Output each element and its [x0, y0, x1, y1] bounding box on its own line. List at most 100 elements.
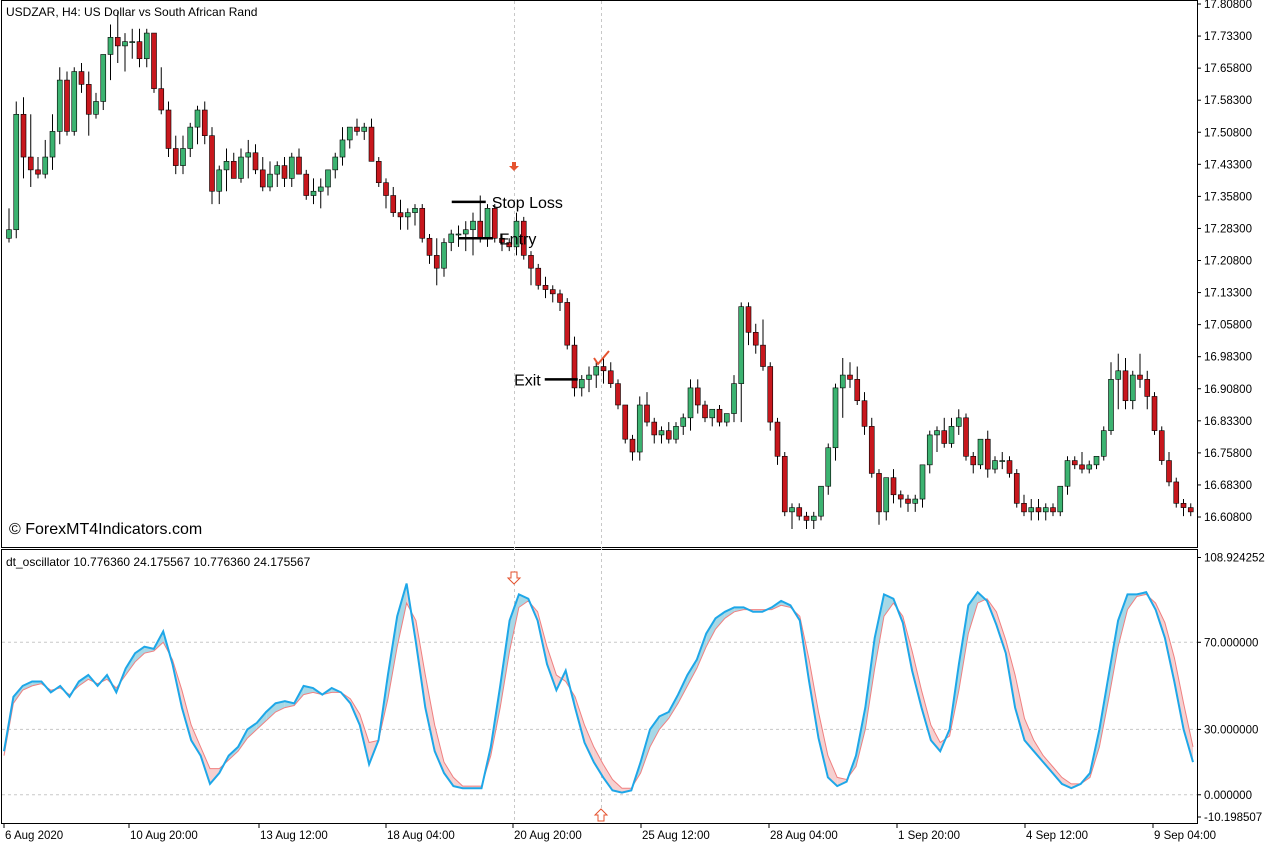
candle: [607, 362, 614, 388]
oscillator-fill-segment: [921, 690, 931, 741]
candle-body: [1122, 370, 1129, 402]
candle: [876, 469, 882, 525]
candle: [339, 127, 346, 166]
candle-body: [1013, 473, 1020, 504]
oscillator-fill-segment: [1033, 740, 1044, 763]
price-candles: [6, 11, 1194, 529]
candle: [999, 452, 1006, 470]
candle-body: [238, 156, 244, 179]
candle: [1100, 426, 1107, 461]
candle: [919, 464, 926, 508]
candle-body: [760, 344, 766, 367]
oscillator-fill-segment: [912, 651, 922, 708]
oscillator-fill-segment: [256, 712, 267, 730]
candle-body: [709, 408, 716, 419]
candle: [223, 148, 230, 192]
candle: [839, 357, 846, 418]
candle-body: [317, 186, 324, 192]
price-panel-frame: [1, 0, 1198, 548]
candle: [245, 139, 252, 179]
candle: [1042, 503, 1049, 521]
candle-body: [680, 417, 687, 427]
candle: [970, 452, 977, 474]
candle: [781, 452, 788, 517]
candle-body: [1064, 460, 1071, 487]
candle: [752, 323, 759, 354]
price-tick-label: 17.35800: [1204, 191, 1252, 203]
candle-body: [64, 79, 70, 132]
entry-label: Entry: [499, 231, 536, 248]
oscillator-fill-segment: [734, 607, 744, 612]
oscillator-fill-segment: [687, 659, 697, 686]
candle-body: [332, 156, 339, 171]
candle: [1006, 456, 1013, 478]
candle-body: [571, 344, 578, 389]
candle-body: [245, 152, 252, 158]
oscillator-fill-segment: [715, 611, 725, 630]
candle-body: [832, 387, 839, 449]
time-tick-label: 18 Aug 04:00: [387, 830, 455, 842]
candle-body: [578, 379, 585, 389]
time-tick-label: 6 Aug 2020: [5, 830, 63, 842]
candle: [716, 404, 723, 427]
candle: [317, 178, 324, 209]
oscillator-fill-segment: [547, 646, 557, 691]
check-mark-icon: [593, 350, 610, 366]
candle-body: [1144, 379, 1151, 397]
oscillator-fill-segment: [612, 779, 622, 793]
candle: [535, 263, 542, 290]
candle-body: [136, 41, 143, 60]
candle-body: [854, 379, 861, 402]
candle: [832, 383, 839, 461]
candle-body: [586, 374, 592, 380]
candle: [912, 494, 919, 512]
trade-annotations: Stop Loss Entry Exit: [451, 195, 578, 389]
candle: [1035, 499, 1042, 521]
candle: [992, 456, 998, 474]
price-tick-label: 16.60800: [1204, 512, 1252, 524]
oscillator-fill-segment: [706, 618, 716, 647]
candle: [745, 302, 752, 346]
candle: [470, 212, 476, 256]
candle-body: [477, 220, 484, 239]
time-tick-label: 4 Sep 12:00: [1026, 830, 1088, 842]
candle: [694, 379, 701, 414]
candle: [230, 152, 237, 179]
candle-body: [194, 109, 201, 128]
candle-body: [607, 370, 614, 384]
candle: [274, 161, 281, 187]
oscillator-fill-segment: [1024, 718, 1034, 752]
candle: [774, 417, 781, 465]
candle: [13, 101, 20, 239]
price-tick-label: 16.98300: [1204, 352, 1252, 364]
candle: [426, 233, 433, 264]
candle-body: [1079, 464, 1085, 470]
candle: [397, 199, 404, 230]
candle-body: [216, 169, 223, 192]
candle: [578, 375, 585, 397]
candle-body: [564, 302, 571, 346]
candle: [549, 285, 556, 303]
oscillator-fill-segment: [1043, 755, 1053, 773]
candle-body: [883, 477, 890, 513]
candle: [404, 208, 411, 230]
candle: [455, 225, 462, 247]
candle-body: [49, 131, 56, 158]
candle: [1115, 353, 1122, 410]
candle-body: [288, 156, 295, 179]
candle-body: [644, 404, 650, 423]
candle: [194, 105, 201, 145]
candle: [847, 362, 853, 388]
candle-body: [455, 233, 462, 236]
candle-body: [694, 387, 701, 406]
candle-body: [484, 208, 491, 239]
candle-body: [934, 430, 940, 436]
oscillator-fill-segment: [1015, 674, 1025, 741]
oscillator-fill-segment: [593, 746, 604, 778]
candle-body: [1035, 507, 1042, 513]
candle-body: [368, 126, 375, 162]
candle: [1122, 357, 1129, 410]
candle-body: [462, 229, 469, 235]
candle: [789, 503, 795, 529]
candle: [433, 238, 440, 286]
